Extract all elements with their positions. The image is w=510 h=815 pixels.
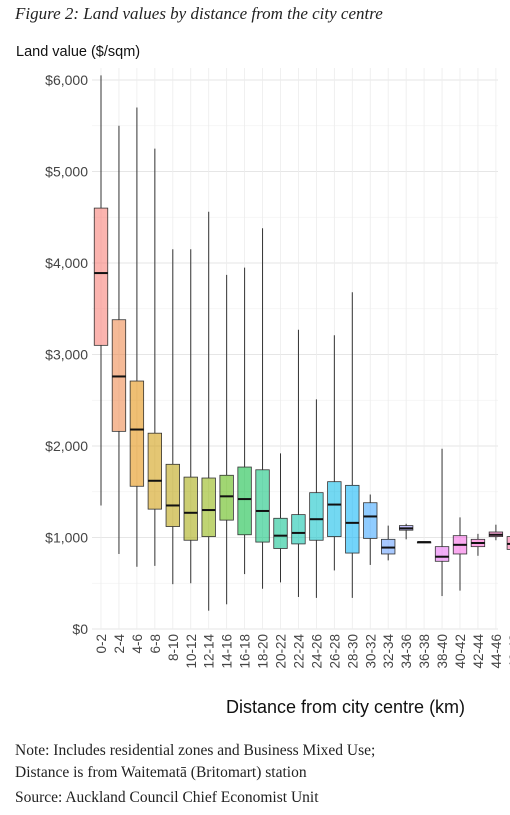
x-tick-label: 28-30 — [345, 634, 360, 669]
source-line: Source: Auckland Council Chief Economist… — [15, 789, 319, 806]
box-44-46 — [488, 524, 504, 541]
x-tick-label: 2-4 — [112, 634, 127, 654]
box-16-18 — [237, 267, 252, 575]
box-body — [93, 207, 109, 346]
y-tick-label: $2,000 — [45, 438, 88, 454]
box-series — [93, 75, 510, 611]
figure-title: Figure 2: Land values by distance from t… — [15, 4, 383, 23]
x-tick-labels: 0-2 2-4 4-6 6-8 8-10 10-12 12-14 14-16 16-18 18-2… — [94, 634, 510, 669]
x-tick-label: 40-42 — [453, 634, 468, 669]
x-tick-label: 6-8 — [148, 634, 163, 654]
y-tick-label: $6,000 — [45, 72, 88, 88]
box-body — [219, 474, 234, 521]
x-tick-label: 30-32 — [363, 634, 378, 669]
box-body — [291, 514, 306, 545]
note-line-1: Note: Includes residential zones and Bus… — [15, 742, 376, 759]
box-body — [363, 502, 378, 539]
box-22-24 — [291, 329, 306, 597]
box-body — [201, 477, 216, 537]
box-18-20 — [255, 228, 270, 589]
box-12-14 — [201, 211, 216, 611]
x-tick-label: 4-6 — [130, 634, 145, 654]
y-tick-label: $1,000 — [45, 530, 88, 546]
box-34-36 — [398, 523, 414, 540]
box-0-2 — [93, 75, 109, 506]
box-40-42 — [452, 517, 468, 591]
box-body — [327, 481, 342, 537]
x-tick-label: 18-20 — [256, 634, 271, 669]
x-tick-label: 22-24 — [291, 634, 306, 669]
y-tick-label: $5,000 — [45, 164, 88, 180]
box-6-8 — [147, 148, 163, 566]
y-tick-label: $0 — [72, 621, 88, 637]
y-tick-label: $3,000 — [45, 347, 88, 363]
box-body — [147, 432, 163, 510]
box-body — [165, 463, 180, 527]
x-tick-label: 32-34 — [381, 634, 396, 669]
x-tick-label: 46-48 — [507, 634, 510, 669]
box-42-44 — [470, 533, 486, 556]
box-body — [255, 469, 270, 543]
box-8-10 — [165, 249, 180, 585]
box-32-34 — [381, 525, 396, 561]
y-tick-labels: $0 $1,000 $2,000 $3,000 $4,000 $5,000 $6,000 — [45, 72, 88, 637]
x-tick-label: 44-46 — [489, 634, 504, 669]
x-tick-label: 26-28 — [327, 634, 342, 669]
x-tick-label: 0-2 — [94, 634, 109, 654]
box-4-6 — [129, 107, 145, 567]
x-tick-label: 12-14 — [202, 634, 217, 669]
box-24-26 — [309, 399, 324, 598]
box-body — [345, 484, 360, 554]
y-tick-label: $4,000 — [45, 255, 88, 271]
x-tick-label: 8-10 — [166, 634, 181, 661]
x-tick-label: 20-22 — [274, 634, 289, 669]
y-axis-label: Land value ($/sqm) — [16, 44, 141, 60]
x-tick-label: 10-12 — [184, 634, 199, 669]
box-10-12 — [183, 249, 198, 584]
x-tick-label: 14-16 — [220, 634, 235, 669]
x-axis-label: Distance from city centre (km) — [226, 697, 466, 717]
box-body — [129, 380, 145, 487]
note-line-2: Distance is from Waitematā (Britomart) s… — [15, 764, 307, 781]
box-38-40 — [434, 448, 450, 597]
box-body — [434, 546, 450, 562]
boxplot-chart: $0 $1,000 $2,000 $3,000 $4,000 $5,000 $6,000 0… — [45, 68, 510, 669]
box-14-16 — [219, 274, 234, 605]
box-26-28 — [327, 335, 342, 571]
x-tick-label: 34-36 — [399, 634, 414, 669]
box-30-32 — [363, 494, 378, 565]
box-body — [309, 492, 324, 541]
box-28-30 — [345, 292, 360, 598]
box-body — [237, 466, 252, 536]
box-20-22 — [273, 453, 288, 583]
x-tick-label: 42-44 — [471, 634, 486, 669]
x-tick-label: 36-38 — [417, 634, 432, 669]
x-tick-label: 38-40 — [435, 634, 450, 669]
box-46-48 — [506, 536, 510, 550]
box-2-4 — [111, 125, 127, 554]
box-body — [273, 517, 288, 549]
x-tick-label: 24-26 — [309, 634, 324, 669]
box-36-38 — [416, 541, 432, 544]
x-tick-label: 16-18 — [238, 634, 253, 669]
box-body — [183, 476, 198, 541]
